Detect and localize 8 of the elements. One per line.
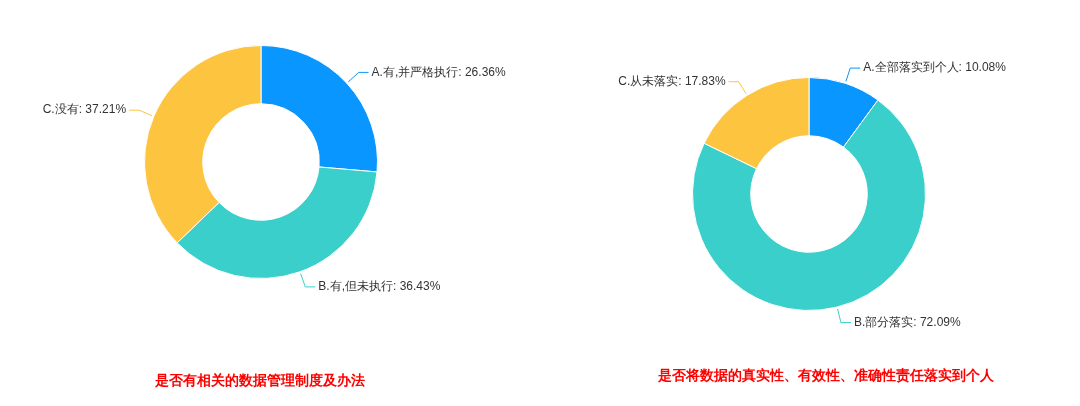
text: 是否有相关的数据管理制度及办法 bbox=[154, 372, 366, 390]
text: 是否将数据的真实性、有效性、准确性责任落实到个人 bbox=[657, 367, 995, 385]
slice-label: C.从未落实: 17.83% bbox=[618, 74, 726, 89]
slice-label: C.没有: 37.21% bbox=[42, 102, 127, 117]
slice-label: B.有,但未执行: 36.43% bbox=[318, 279, 441, 294]
slice-label: B.部分落实: 72.09% bbox=[853, 314, 961, 329]
slice-label: A.全部落实到个人: 10.08% bbox=[863, 60, 1007, 75]
slice-label: A.有,并严格执行: 26.36% bbox=[371, 64, 506, 79]
